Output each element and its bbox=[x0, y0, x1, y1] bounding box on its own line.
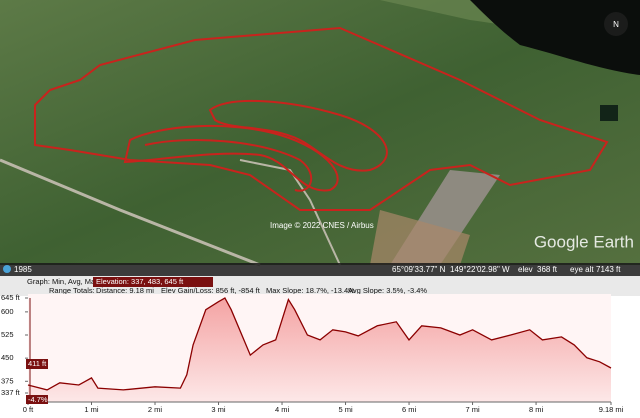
range-totals: Range Totals: bbox=[49, 286, 95, 295]
y-tick-label: 525 bbox=[1, 330, 14, 339]
gravel-area bbox=[370, 210, 470, 265]
route-outline bbox=[34, 26, 609, 211]
elevation-box bbox=[93, 277, 213, 287]
elevation-summary: Elevation: 337, 483, 645 ft bbox=[96, 277, 184, 286]
eye-alt-label: eye alt bbox=[570, 265, 594, 274]
cursor-slope-box bbox=[26, 395, 48, 404]
cursor-elevation: 411 ft bbox=[28, 359, 47, 368]
elevation-area bbox=[28, 298, 611, 402]
latitude: 65°09'33.77" N bbox=[392, 265, 446, 274]
route-loop bbox=[144, 139, 313, 192]
cursor-elev-box bbox=[26, 359, 48, 369]
y-tick-label: 337 ft bbox=[1, 388, 21, 397]
cursor-slope: -4.7% bbox=[28, 395, 48, 404]
avg-slope: Avg Slope: 3.5%, -3.4% bbox=[348, 286, 427, 295]
elevation: 368 ft bbox=[537, 265, 558, 274]
satellite-map[interactable]: N Image © 2022 CNES / Airbus Google Eart… bbox=[0, 0, 640, 267]
x-tick-label: 6 mi bbox=[402, 405, 417, 414]
status-bar: 1985 65°09'33.77" N 149°22'02.98" W elev… bbox=[0, 263, 640, 276]
road bbox=[239, 159, 341, 266]
y-tick-label: 600 bbox=[1, 307, 14, 316]
compass-north: N bbox=[613, 20, 619, 29]
lake bbox=[470, 0, 640, 75]
y-tick-label: 375 bbox=[1, 376, 14, 385]
imagery-year: 1985 bbox=[14, 265, 32, 274]
distance: Distance: 9.18 mi bbox=[96, 286, 154, 295]
route-loop bbox=[208, 99, 388, 172]
route-loop bbox=[123, 124, 339, 192]
meadow bbox=[0, 0, 640, 60]
elev-gain-loss: Elev Gain/Loss: 856 ft, -854 ft bbox=[161, 286, 261, 295]
y-tick-label: 645 ft bbox=[1, 293, 21, 302]
elevation-profile[interactable]: Graph: Min, Avg, Max Elevation: 337, 483… bbox=[0, 276, 640, 418]
graph-mode: Graph: Min, Avg, Max bbox=[27, 277, 99, 286]
x-tick-label: 2 mi bbox=[148, 405, 163, 414]
compass[interactable]: N bbox=[604, 12, 628, 36]
pond bbox=[600, 105, 618, 121]
status-bg bbox=[0, 263, 640, 276]
x-tick-label: 3 mi bbox=[211, 405, 226, 414]
x-tick-label: 9.18 mi bbox=[599, 405, 624, 414]
x-tick-label: 5 mi bbox=[338, 405, 353, 414]
eye-alt: 7143 ft bbox=[596, 265, 621, 274]
history-icon[interactable] bbox=[3, 265, 11, 273]
x-tick-label: 0 ft bbox=[23, 405, 34, 414]
x-tick-label: 7 mi bbox=[465, 405, 480, 414]
elevation-line bbox=[27, 297, 612, 391]
x-tick-label: 1 mi bbox=[84, 405, 99, 414]
x-tick-label: 8 mi bbox=[529, 405, 544, 414]
logo: Google Earth bbox=[534, 232, 634, 251]
y-tick-label: 450 bbox=[1, 353, 14, 362]
compass-ring bbox=[604, 12, 628, 36]
x-tick-label: 4 mi bbox=[275, 405, 290, 414]
attribution: Image © 2022 CNES / Airbus bbox=[270, 221, 374, 230]
profile-plot: 645 ft 600 525 450 375 337 ft0 ft 1 mi 2 mi 3 mi… bbox=[1, 293, 624, 414]
max-slope: Max Slope: 18.7%, -13.4% bbox=[266, 286, 355, 295]
elevation-label: elev bbox=[518, 265, 533, 274]
road bbox=[0, 158, 261, 267]
longitude: 149°22'02.98" W bbox=[450, 265, 510, 274]
